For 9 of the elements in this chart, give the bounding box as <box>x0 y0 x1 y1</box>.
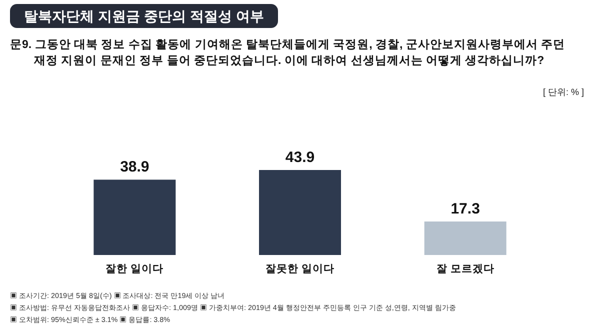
data-label: 38.9 <box>120 158 150 176</box>
chart-subtitle: 문9. 그동안 대북 정보 수집 활동에 기여해온 탈북단체들에게 국정원, 경찰, 군사안보지원사령부에서 주던 재정 지원이 문재인 정부 들어 중단되었습니다. 이에 대하여 선생님께서는 어떻게 생각하십니까? <box>10 38 566 67</box>
x-tick-label: 잘한 일이다 <box>106 263 164 275</box>
data-label: 17.3 <box>450 200 480 218</box>
chart-title: 탈북자단체 지원금 중단의 적절성 여부 <box>24 8 264 24</box>
data-label: 43.9 <box>285 149 315 166</box>
x-tick-label: 잘못한 일이다 <box>266 263 334 275</box>
text: [ 단위: % ] <box>542 87 584 97</box>
x-tick-label: 잘 모르겠다 <box>436 263 494 275</box>
